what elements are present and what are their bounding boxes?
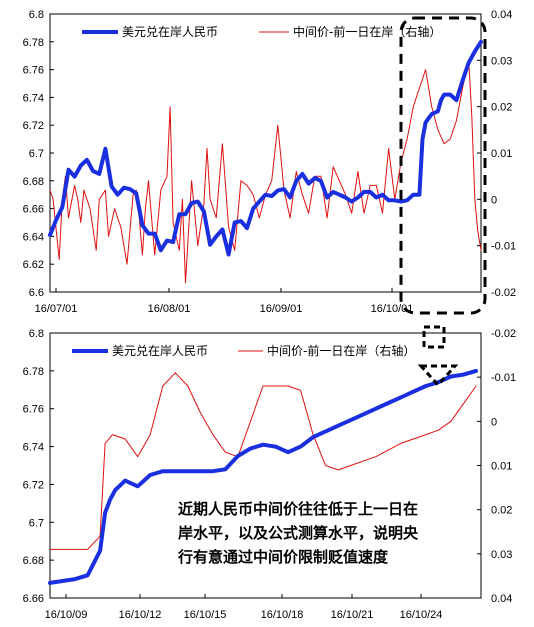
left-y-tick-label: 6.74 bbox=[23, 92, 44, 104]
annotation-text-line: 近期人民币中间价往往低于上一日在 bbox=[178, 500, 418, 518]
right-y-tick-label: -0.01 bbox=[491, 241, 516, 253]
left-y-tick-label: 6.78 bbox=[23, 37, 44, 49]
right-y-tick-label: -0.01 bbox=[491, 372, 516, 384]
legend-label-fixing-gap: 中间价-前一日在岸（右轴） bbox=[293, 24, 441, 39]
left-y-tick-label: 6.72 bbox=[23, 479, 44, 491]
annotation-text-line: 岸水平，以及公式测算水平，说明央 bbox=[178, 524, 419, 542]
right-y-tick-label: 0 bbox=[491, 416, 497, 428]
usd-cny-series-line bbox=[48, 368, 478, 585]
dashed-highlight-box bbox=[399, 16, 487, 315]
x-tick-label: 16/08/01 bbox=[148, 303, 191, 315]
plot-frame bbox=[49, 13, 482, 293]
legend-label-usd-cny: 美元兑在岸人民币 bbox=[112, 344, 208, 358]
left-y-tick-label: 6.78 bbox=[23, 366, 44, 378]
left-y-tick-label: 6.64 bbox=[23, 231, 44, 243]
left-y-tick-label: 6.68 bbox=[23, 176, 44, 188]
right-y-tick-label: 0.02 bbox=[491, 102, 512, 114]
x-tick-label: 16/10/12 bbox=[119, 609, 162, 621]
right-y-tick-label: 0.02 bbox=[491, 505, 512, 517]
left-y-tick-label: 6.76 bbox=[23, 404, 44, 416]
fixing-gap-series-line bbox=[49, 59, 482, 284]
left-y-tick-label: 6.66 bbox=[23, 593, 44, 605]
legend-label-usd-cny: 美元兑在岸人民币 bbox=[122, 25, 218, 39]
right-y-tick-label: 0.03 bbox=[491, 549, 512, 561]
right-y-tick-label: 0.01 bbox=[491, 461, 512, 473]
dashed-arrow-head bbox=[417, 364, 459, 388]
usd-cny-series-line bbox=[48, 39, 483, 257]
left-y-tick-label: 6.7 bbox=[29, 148, 44, 160]
left-y-tick-label: 6.62 bbox=[23, 259, 44, 271]
x-tick-label: 16/07/01 bbox=[35, 303, 78, 315]
left-y-tick-label: 6.7 bbox=[29, 517, 44, 529]
left-y-tick-label: 6.8 bbox=[29, 328, 44, 340]
left-y-tick-label: 6.6 bbox=[29, 287, 44, 299]
annotation-text-line: 行有意通过中间价限制贬值速度 bbox=[177, 548, 389, 566]
left-y-tick-label: 6.66 bbox=[23, 204, 44, 216]
dashed-connector-box bbox=[422, 325, 446, 349]
x-tick-label: 16/10/01 bbox=[371, 303, 414, 315]
right-y-tick-label: 0.04 bbox=[491, 9, 512, 21]
highlight-callout bbox=[399, 16, 487, 388]
right-y-tick-label: 0.01 bbox=[491, 148, 512, 160]
x-tick-label: 16/09/01 bbox=[260, 303, 303, 315]
legend-label-fixing-gap: 中间价-前一日在岸（右轴） bbox=[267, 343, 415, 358]
right-y-tick-label: 0.03 bbox=[491, 55, 512, 67]
x-tick-label: 16/10/09 bbox=[45, 609, 88, 621]
x-tick-label: 16/10/15 bbox=[184, 609, 227, 621]
chart-panel-2 bbox=[48, 332, 482, 599]
right-y-tick-label: -0.02 bbox=[491, 328, 516, 340]
chart-panel-1 bbox=[48, 13, 483, 293]
x-tick-label: 16/10/24 bbox=[400, 609, 443, 621]
left-y-tick-label: 6.76 bbox=[23, 65, 44, 77]
right-y-tick-label: 0 bbox=[491, 194, 497, 206]
left-y-tick-label: 6.72 bbox=[23, 120, 44, 132]
x-tick-label: 16/10/18 bbox=[261, 609, 304, 621]
left-y-tick-label: 6.8 bbox=[29, 9, 44, 21]
left-y-tick-label: 6.74 bbox=[23, 442, 44, 454]
x-tick-label: 16/10/21 bbox=[331, 609, 374, 621]
right-y-tick-label: -0.02 bbox=[491, 287, 516, 299]
fixing-gap-series-line bbox=[49, 372, 477, 550]
right-y-tick-label: 0.04 bbox=[491, 593, 512, 605]
left-y-tick-label: 6.68 bbox=[23, 555, 44, 567]
